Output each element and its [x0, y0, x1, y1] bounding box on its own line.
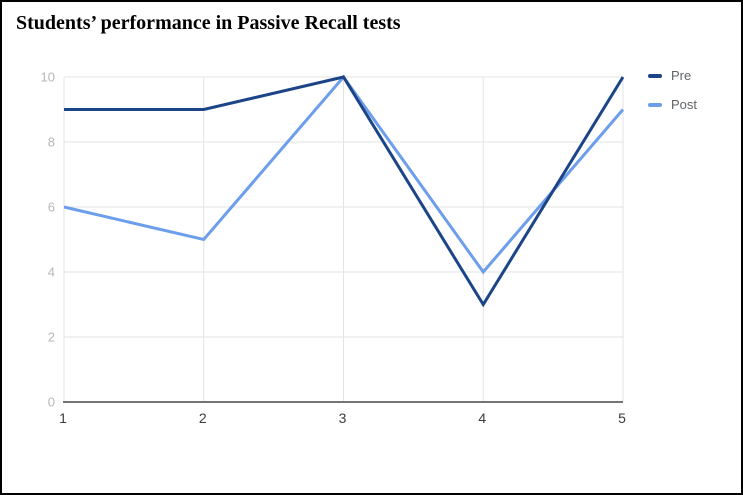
y-tick-label: 10	[41, 70, 55, 85]
legend-label-pre: Pre	[671, 68, 692, 83]
legend-item-pre: Pre	[648, 68, 697, 83]
x-tick-label: 5	[618, 410, 626, 426]
y-tick-label: 0	[48, 395, 55, 410]
legend-label-post: Post	[671, 97, 698, 112]
legend-item-post: Post	[648, 97, 697, 112]
chart-title: Students’ performance in Passive Recall …	[16, 12, 401, 34]
series-line-pre	[64, 75, 625, 308]
chart-legend: Pre Post	[648, 68, 697, 112]
pre-series-swatch-icon	[648, 73, 662, 78]
y-tick-label: 6	[48, 200, 55, 215]
y-tick-label: 8	[48, 135, 55, 150]
x-tick-label: 1	[59, 410, 67, 426]
x-tick-label: 4	[478, 410, 486, 426]
y-tick-label: 4	[48, 265, 55, 280]
post-series-swatch-icon	[648, 102, 662, 107]
x-tick-label: 2	[199, 410, 207, 426]
y-tick-label: 2	[48, 330, 55, 345]
x-tick-label: 3	[339, 410, 347, 426]
